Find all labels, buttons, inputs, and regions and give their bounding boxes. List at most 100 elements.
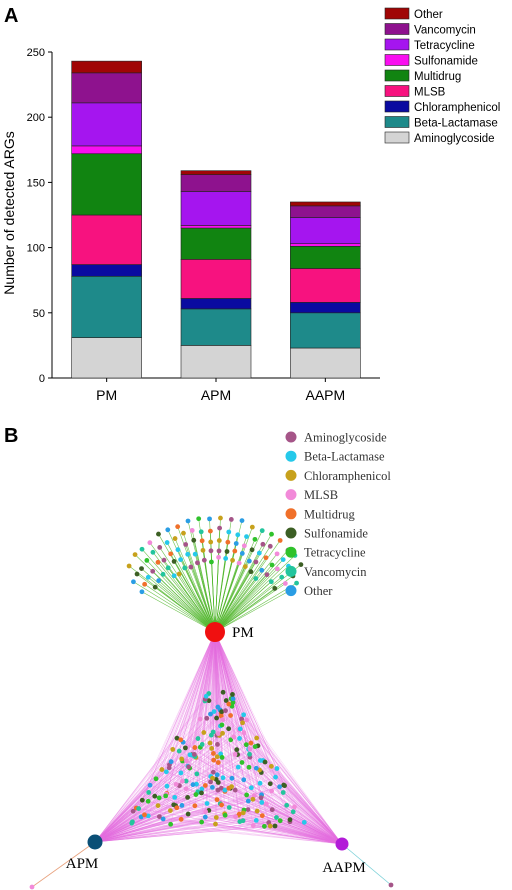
network-edge	[214, 631, 226, 711]
gene-node	[222, 812, 228, 818]
gene-node	[194, 771, 200, 777]
gene-node	[216, 538, 222, 543]
network-edge	[210, 631, 216, 782]
gene-node	[215, 760, 221, 765]
network-edge	[94, 748, 250, 843]
gene-node	[273, 774, 278, 780]
gene-node	[139, 566, 144, 572]
gene-node	[164, 540, 170, 545]
network-edge	[158, 580, 216, 633]
gene-node	[241, 543, 247, 549]
gene-node	[204, 715, 210, 721]
bar-segment	[290, 312, 361, 349]
gene-node	[190, 782, 196, 788]
gene-node	[219, 722, 225, 728]
gene-node	[165, 527, 171, 533]
gene-node	[202, 814, 208, 820]
network-edge	[161, 769, 343, 845]
sample-node-label: APM	[66, 856, 99, 872]
network-edge	[293, 811, 343, 845]
network-sample-nodes: PM APM AAPM	[66, 622, 366, 876]
legend-swatch	[384, 85, 410, 97]
network-edge	[271, 790, 343, 845]
network-edge	[94, 784, 177, 843]
network-edge	[192, 784, 343, 845]
gene-node	[241, 712, 247, 718]
gene-node	[274, 815, 279, 820]
gene-node	[277, 784, 282, 790]
bar-segment	[71, 102, 142, 147]
network-edge	[232, 694, 343, 845]
network-edge	[170, 824, 343, 845]
gene-node	[251, 793, 257, 798]
legend-label: Beta-Lactamase	[414, 118, 498, 130]
legend-dot	[285, 508, 297, 520]
gene-node	[260, 541, 266, 547]
gene-node	[189, 528, 195, 533]
gene-node	[215, 780, 221, 785]
gene-node	[240, 720, 246, 726]
gene-node	[175, 524, 181, 530]
gene-node	[139, 546, 145, 552]
gene-node	[224, 549, 230, 554]
gene-node	[188, 564, 194, 570]
gene-node	[280, 557, 286, 563]
gene-node	[388, 882, 394, 888]
gene-node	[274, 766, 280, 771]
gene-node	[269, 788, 275, 794]
legend-label: Other	[414, 9, 443, 21]
legend-swatch	[384, 131, 410, 144]
legend-label: Tetracycline	[414, 40, 475, 52]
network-edge	[165, 631, 216, 796]
gene-node	[153, 776, 159, 782]
network-edge	[249, 754, 343, 845]
gene-node	[214, 772, 220, 778]
bar-segment	[71, 145, 142, 155]
gene-node	[209, 746, 215, 751]
network-edge	[94, 700, 210, 843]
gene-node	[183, 542, 189, 547]
gene-node	[163, 793, 169, 799]
network-edge	[214, 546, 271, 633]
network-edge	[203, 631, 216, 733]
legend-dot	[285, 469, 297, 481]
gene-node	[267, 543, 273, 549]
network-edge	[166, 793, 343, 845]
network-edge	[142, 631, 216, 801]
legend-label: MLSB	[414, 87, 446, 99]
gene-node	[215, 731, 221, 736]
gene-node	[171, 559, 177, 564]
gene-node	[152, 584, 158, 590]
y-tick-label: 50	[33, 308, 45, 320]
bar-segment	[290, 347, 361, 379]
network-edge	[184, 567, 216, 633]
gene-node	[164, 783, 170, 789]
gene-node	[267, 781, 273, 787]
gene-node	[245, 807, 251, 812]
gene-node	[183, 786, 189, 792]
gene-node	[179, 803, 185, 808]
legend-swatch	[384, 100, 410, 113]
gene-node	[209, 784, 215, 790]
gene-node	[201, 557, 207, 563]
legend-label: Sulfonamide	[304, 527, 368, 541]
network-edge	[157, 562, 216, 633]
gene-node	[203, 693, 209, 699]
network-edge	[94, 732, 245, 843]
gene-node	[204, 801, 210, 806]
gene-node	[228, 517, 234, 522]
gene-node	[166, 765, 172, 771]
network-edge	[214, 557, 267, 633]
gene-node	[214, 754, 220, 760]
gene-node	[165, 565, 171, 571]
network-edge	[214, 576, 282, 633]
network-edge	[155, 586, 216, 633]
legend-swatch	[384, 7, 410, 20]
gene-node	[160, 571, 166, 577]
network-edge	[94, 713, 211, 843]
gene-node	[156, 578, 162, 584]
network-edge	[94, 783, 271, 843]
network-edge	[235, 816, 343, 845]
gene-node	[145, 798, 151, 804]
network-edge	[214, 564, 273, 633]
